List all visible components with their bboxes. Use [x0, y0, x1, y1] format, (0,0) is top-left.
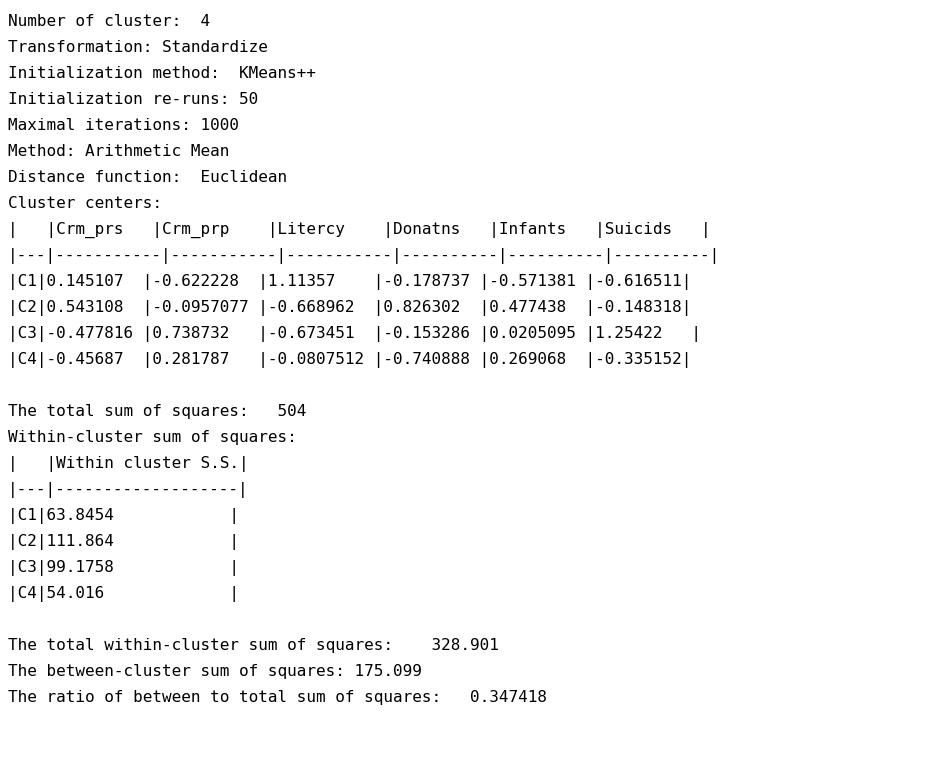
- Text: |C4|-0.45687  |0.281787   |-0.0807512 |-0.740888 |0.269068  |-0.335152|: |C4|-0.45687 |0.281787 |-0.0807512 |-0.7…: [8, 352, 692, 368]
- Text: Distance function:  Euclidean: Distance function: Euclidean: [8, 170, 287, 185]
- Text: |C1|0.145107  |-0.622228  |1.11357    |-0.178737 |-0.571381 |-0.616511|: |C1|0.145107 |-0.622228 |1.11357 |-0.178…: [8, 274, 692, 290]
- Text: The between-cluster sum of squares: 175.099: The between-cluster sum of squares: 175.…: [8, 664, 422, 679]
- Text: The total sum of squares:   504: The total sum of squares: 504: [8, 404, 306, 419]
- Text: Transformation: Standardize: Transformation: Standardize: [8, 40, 268, 55]
- Text: Maximal iterations: 1000: Maximal iterations: 1000: [8, 118, 239, 133]
- Text: |C4|54.016             |: |C4|54.016 |: [8, 586, 239, 602]
- Text: The total within-cluster sum of squares:    328.901: The total within-cluster sum of squares:…: [8, 638, 499, 653]
- Text: |   |Crm_prs   |Crm_prp    |Litercy    |Donatns   |Infants   |Suicids   |: | |Crm_prs |Crm_prp |Litercy |Donatns |I…: [8, 222, 711, 238]
- Text: Method: Arithmetic Mean: Method: Arithmetic Mean: [8, 144, 229, 159]
- Text: |   |Within cluster S.S.|: | |Within cluster S.S.|: [8, 456, 248, 472]
- Text: |C2|111.864            |: |C2|111.864 |: [8, 534, 239, 550]
- Text: |---|-------------------|: |---|-------------------|: [8, 482, 248, 498]
- Text: |C1|63.8454            |: |C1|63.8454 |: [8, 508, 239, 524]
- Text: Initialization re-runs: 50: Initialization re-runs: 50: [8, 92, 258, 107]
- Text: |---|-----------|-----------|-----------|----------|----------|----------|: |---|-----------|-----------|-----------…: [8, 248, 720, 264]
- Text: |C3|99.1758            |: |C3|99.1758 |: [8, 560, 239, 576]
- Text: Within-cluster sum of squares:: Within-cluster sum of squares:: [8, 430, 297, 445]
- Text: Initialization method:  KMeans++: Initialization method: KMeans++: [8, 66, 316, 81]
- Text: The ratio of between to total sum of squares:   0.347418: The ratio of between to total sum of squ…: [8, 690, 547, 705]
- Text: Cluster centers:: Cluster centers:: [8, 196, 162, 211]
- Text: |C3|-0.477816 |0.738732   |-0.673451  |-0.153286 |0.0205095 |1.25422   |: |C3|-0.477816 |0.738732 |-0.673451 |-0.1…: [8, 326, 701, 342]
- Text: |C2|0.543108  |-0.0957077 |-0.668962  |0.826302  |0.477438  |-0.148318|: |C2|0.543108 |-0.0957077 |-0.668962 |0.8…: [8, 300, 692, 316]
- Text: Number of cluster:  4: Number of cluster: 4: [8, 14, 211, 29]
